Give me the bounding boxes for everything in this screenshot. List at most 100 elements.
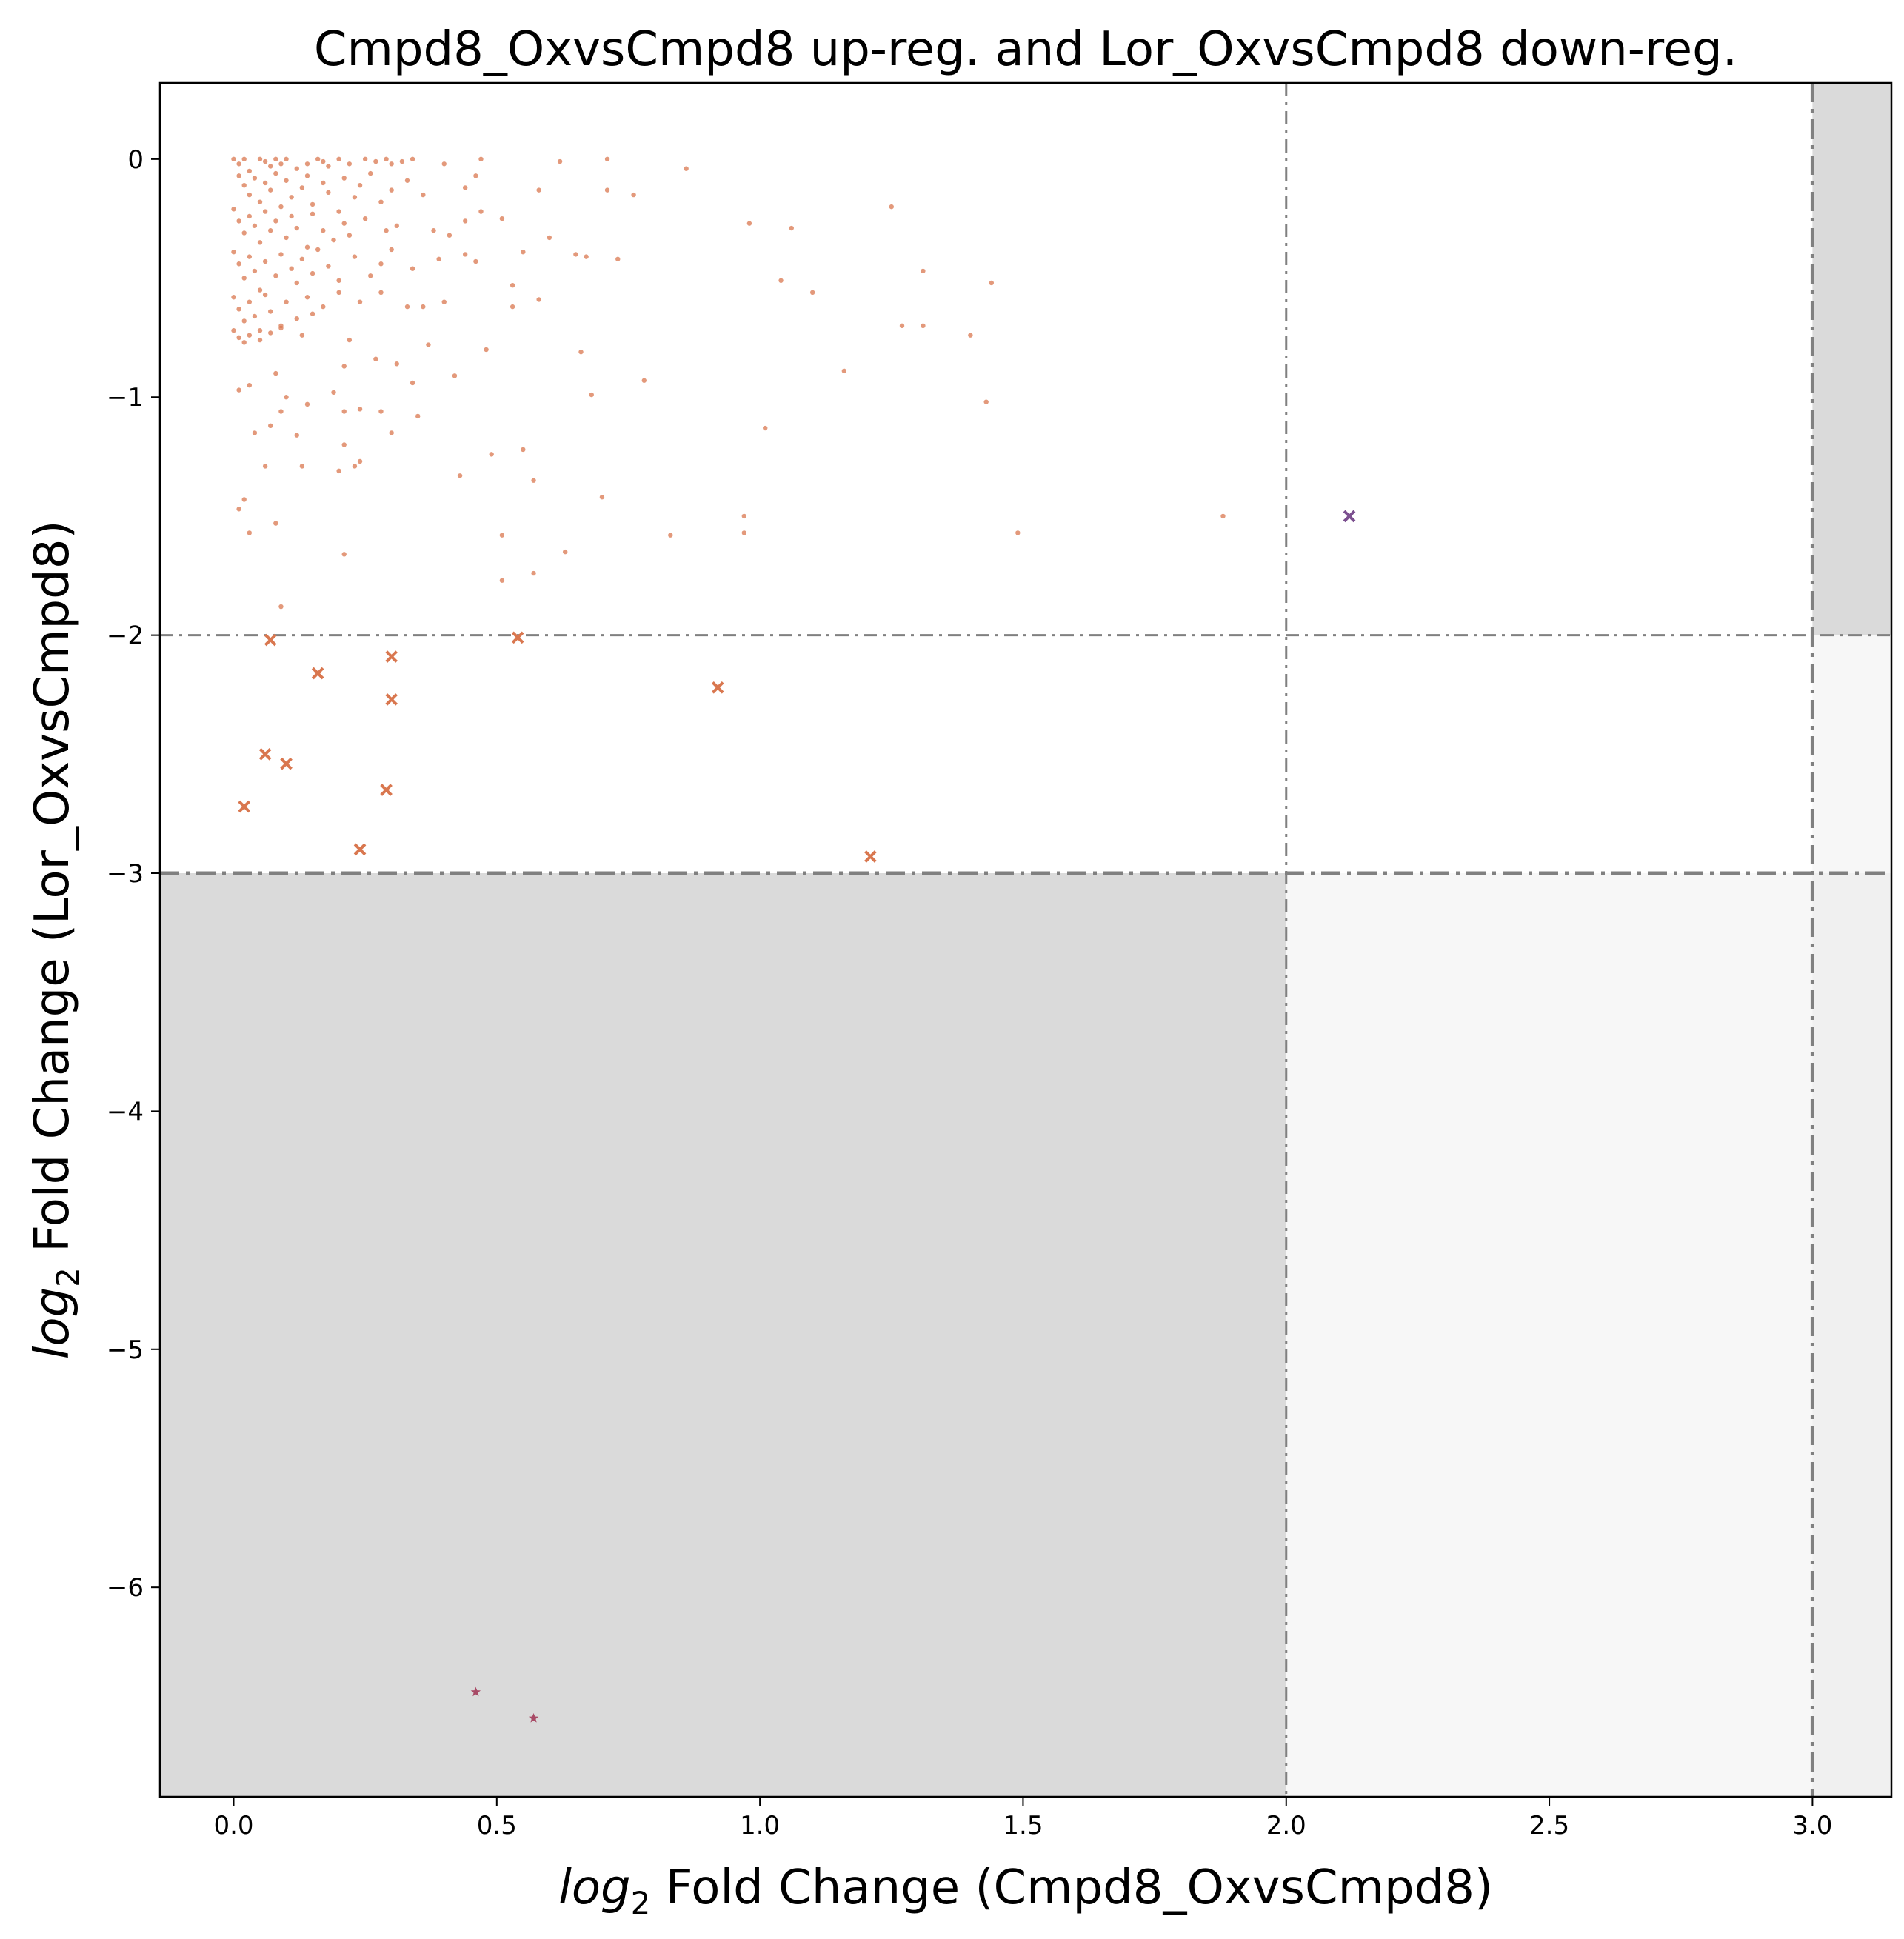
- data-point: [231, 328, 236, 333]
- data-point: [841, 368, 847, 374]
- data-point: [352, 195, 358, 200]
- data-point: [236, 387, 241, 393]
- data-point: [521, 249, 526, 255]
- data-point: [247, 168, 253, 174]
- data-point: [273, 170, 278, 176]
- data-point: [241, 230, 247, 236]
- x-marker-point: [353, 843, 367, 856]
- data-point: [273, 521, 278, 526]
- data-point: [299, 256, 305, 262]
- data-point: [231, 295, 236, 300]
- x-marker-point: [385, 693, 398, 706]
- data-point: [262, 180, 268, 186]
- data-point: [273, 156, 278, 162]
- data-point: [357, 299, 363, 304]
- data-point: [284, 395, 289, 400]
- data-point: [231, 249, 236, 255]
- data-point: [321, 158, 326, 164]
- data-point: [599, 495, 605, 500]
- y-axis-label: log2 Fold Change (Lor_OxvsCmpd8): [25, 521, 86, 1360]
- data-point: [447, 233, 452, 238]
- data-point: [273, 370, 278, 376]
- data-point: [284, 156, 289, 162]
- data-point: [389, 430, 394, 435]
- y-tick-label: −3: [107, 859, 144, 889]
- data-point: [357, 407, 363, 412]
- data-point: [431, 228, 436, 233]
- shaded-region-1: [160, 873, 1286, 1797]
- data-point: [510, 304, 515, 310]
- x-marker-point: [238, 800, 251, 813]
- data-point: [268, 423, 273, 428]
- data-point: [236, 173, 241, 178]
- threshold-lines: [160, 83, 1891, 1797]
- data-point: [257, 287, 263, 293]
- data-point: [478, 156, 484, 162]
- data-point: [436, 256, 441, 262]
- data-point: [578, 349, 584, 355]
- data-point: [484, 347, 489, 353]
- data-point: [352, 464, 358, 469]
- data-point: [404, 304, 410, 310]
- x-marker-point: [711, 681, 724, 694]
- data-point: [273, 218, 278, 224]
- data-point: [241, 497, 247, 502]
- data-point: [299, 185, 305, 190]
- data-point: [421, 192, 426, 198]
- data-point: [741, 513, 747, 519]
- data-point: [499, 578, 505, 583]
- data-point: [326, 190, 331, 196]
- data-point: [473, 173, 478, 178]
- data-point: [247, 382, 253, 388]
- data-point: [499, 533, 505, 538]
- data-point: [289, 195, 294, 200]
- data-point: [236, 218, 241, 224]
- data-point: [357, 458, 363, 464]
- data-point: [247, 213, 253, 219]
- data-point: [236, 335, 241, 341]
- data-point: [562, 549, 568, 555]
- data-point: [746, 221, 752, 226]
- data-point: [268, 330, 273, 336]
- data-point: [989, 280, 995, 286]
- shaded-region-5: [1812, 873, 1891, 1797]
- data-point: [410, 266, 415, 271]
- data-point: [373, 158, 378, 164]
- data-point: [294, 433, 299, 438]
- data-point: [278, 604, 284, 610]
- data-point: [294, 166, 299, 171]
- x-axis-ticks: 0.0 0.5 1.0 1.5 2.0 2.5 3.0: [213, 1797, 1832, 1840]
- data-point: [378, 409, 384, 414]
- data-point: [257, 156, 263, 162]
- data-point: [336, 209, 341, 214]
- y-tick-label: 0: [127, 145, 144, 175]
- data-point: [615, 256, 621, 262]
- data-point: [389, 187, 394, 193]
- data-point: [310, 311, 315, 316]
- data-point: [399, 158, 405, 164]
- y-tick-label: −5: [107, 1335, 144, 1365]
- data-point: [668, 533, 673, 538]
- data-point: [531, 478, 536, 483]
- data-point: [410, 380, 415, 386]
- x-tick-label: 1.0: [740, 1811, 780, 1840]
- data-point: [315, 156, 321, 162]
- data-point: [278, 325, 284, 331]
- data-point: [536, 187, 541, 193]
- data-point: [373, 356, 378, 362]
- data-point: [336, 290, 341, 296]
- data-point: [462, 252, 468, 257]
- data-point: [573, 252, 578, 257]
- data-point: [347, 337, 353, 343]
- x-tick-label: 1.5: [1003, 1811, 1043, 1840]
- data-point: [1015, 530, 1021, 535]
- data-point: [536, 297, 541, 302]
- data-points: [231, 156, 1356, 1723]
- plot-frame: [158, 81, 1893, 1798]
- data-point: [257, 199, 263, 204]
- data-point: [457, 473, 463, 478]
- data-point: [389, 247, 394, 253]
- data-point: [378, 199, 384, 204]
- y-tick-label: −6: [107, 1573, 144, 1603]
- data-point: [489, 452, 494, 457]
